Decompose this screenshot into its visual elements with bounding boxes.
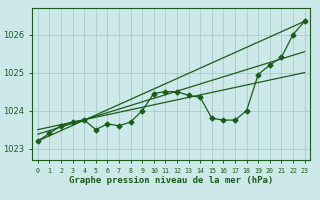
X-axis label: Graphe pression niveau de la mer (hPa): Graphe pression niveau de la mer (hPa) [69,176,273,185]
